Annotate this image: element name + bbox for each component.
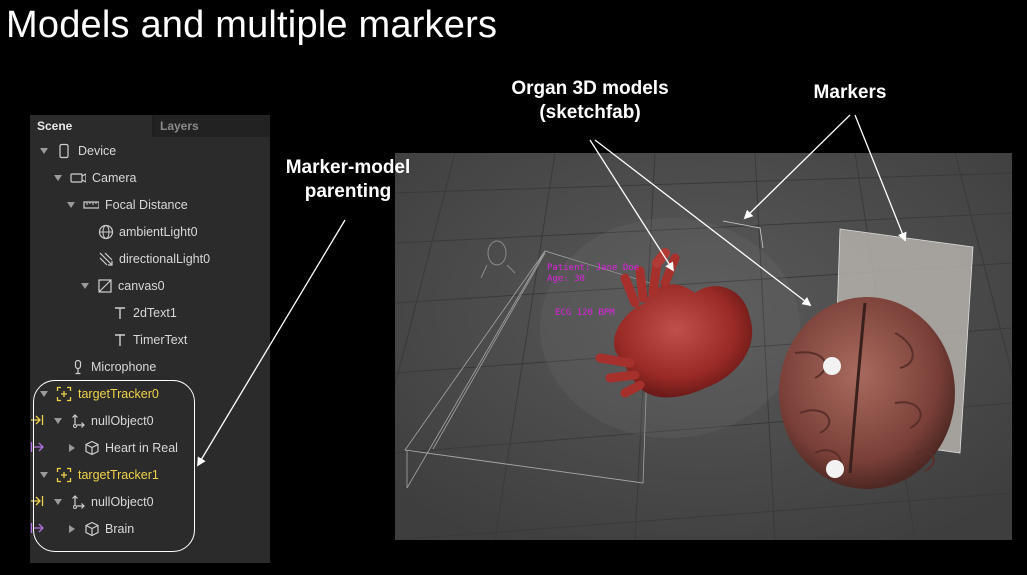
child-link-icon[interactable] xyxy=(30,440,44,454)
text-icon xyxy=(115,334,125,346)
tree-item-microphone[interactable]: Microphone xyxy=(30,355,270,382)
expand-arrow-icon[interactable] xyxy=(54,418,62,424)
tree-item-label: Microphone xyxy=(91,360,157,374)
tree-item-focal-distance[interactable]: Focal Distance xyxy=(30,193,270,220)
tree-item-label: ambientLight0 xyxy=(119,225,198,239)
globe-light-icon xyxy=(98,224,114,240)
tree-item-canvas[interactable]: canvas0 xyxy=(30,274,270,301)
brain-model xyxy=(779,297,955,489)
tree-item-heart-in-real[interactable]: Heart in Real xyxy=(30,436,270,463)
camera-icon xyxy=(70,173,86,183)
tree-item-label: Brain xyxy=(105,522,135,536)
organ-models-source-label: (sketchfab) xyxy=(539,102,641,123)
tree-item-label: nullObject0 xyxy=(91,414,154,428)
ruler-icon xyxy=(83,201,99,209)
expand-arrow-icon[interactable] xyxy=(67,202,75,208)
tab-layers[interactable]: Layers xyxy=(154,115,270,137)
tree-item-device[interactable]: Device xyxy=(30,139,270,166)
overlay-ecg-text: ECG 120 BPM xyxy=(555,308,615,318)
tree-item-label: canvas0 xyxy=(118,279,165,293)
tree-item-label: TimerText xyxy=(133,333,188,347)
cube-icon xyxy=(85,440,99,456)
collapse-arrow-icon[interactable] xyxy=(69,444,75,452)
markers-label: Markers xyxy=(813,82,887,103)
tab-scene[interactable]: Scene xyxy=(30,115,152,137)
viewport-scene-graphic: Patient: Jane Doe Age: 30 ECG 120 BPM xyxy=(395,153,1012,540)
expand-arrow-icon[interactable] xyxy=(40,472,48,478)
target-tracker-icon xyxy=(56,386,72,402)
null-object-icon xyxy=(72,495,85,509)
phone-icon xyxy=(59,143,69,159)
tree-item-label: Focal Distance xyxy=(105,198,188,212)
cube-icon xyxy=(85,521,99,537)
tree-item-label: Heart in Real xyxy=(105,441,178,455)
collapse-arrow-icon[interactable] xyxy=(69,525,75,533)
tree-item-label: directionalLight0 xyxy=(119,252,211,266)
text-icon xyxy=(115,307,125,319)
tree-item-ambient-light[interactable]: ambientLight0 xyxy=(30,220,270,247)
null-object-icon xyxy=(72,414,85,428)
directional-light-icon xyxy=(99,252,113,266)
expand-arrow-icon[interactable] xyxy=(54,175,62,181)
target-tracker-icon xyxy=(56,467,72,483)
tree-item-label: targetTracker1 xyxy=(78,468,159,482)
tracker-link-icon[interactable] xyxy=(30,494,44,508)
organ-models-label: Organ 3D models xyxy=(511,78,669,99)
tree-item-brain[interactable]: Brain xyxy=(30,517,270,544)
tree-item-label: Camera xyxy=(92,171,137,185)
tree-item-null-object-0[interactable]: nullObject0 xyxy=(30,409,270,436)
expand-arrow-icon[interactable] xyxy=(40,148,48,154)
tree-item-directional-light[interactable]: directionalLight0 xyxy=(30,247,270,274)
tree-item-target-tracker-1[interactable]: targetTracker1 xyxy=(30,463,270,490)
expand-arrow-icon[interactable] xyxy=(81,283,89,289)
tree-item-label: nullObject0 xyxy=(91,495,154,509)
tree-item-camera[interactable]: Camera xyxy=(30,166,270,193)
tree-item-label: 2dText1 xyxy=(133,306,177,320)
tracker-highlight-outline xyxy=(33,380,195,552)
panel-tabs: Scene Layers xyxy=(30,115,270,137)
tracker-link-icon[interactable] xyxy=(30,413,44,427)
tree-item-label: targetTracker0 xyxy=(78,387,159,401)
overlay-age-text: Age: 30 xyxy=(547,274,585,284)
slide-title: Models and multiple markers xyxy=(6,4,498,46)
scene-viewport[interactable]: Patient: Jane Doe Age: 30 ECG 120 BPM xyxy=(395,153,1012,540)
tree-item-label: Device xyxy=(78,144,117,158)
expand-arrow-icon[interactable] xyxy=(54,499,62,505)
tree-item-null-object-1[interactable]: nullObject0 xyxy=(30,490,270,517)
microphone-icon xyxy=(74,359,82,375)
tree-item-2dtext[interactable]: 2dText1 xyxy=(30,301,270,328)
tree-item-timer-text[interactable]: TimerText xyxy=(30,328,270,355)
canvas-icon xyxy=(98,279,112,293)
marker-model-parenting-label: Marker-model parenting xyxy=(285,157,411,202)
overlay-patient-text: Patient: Jane Doe xyxy=(547,263,639,273)
